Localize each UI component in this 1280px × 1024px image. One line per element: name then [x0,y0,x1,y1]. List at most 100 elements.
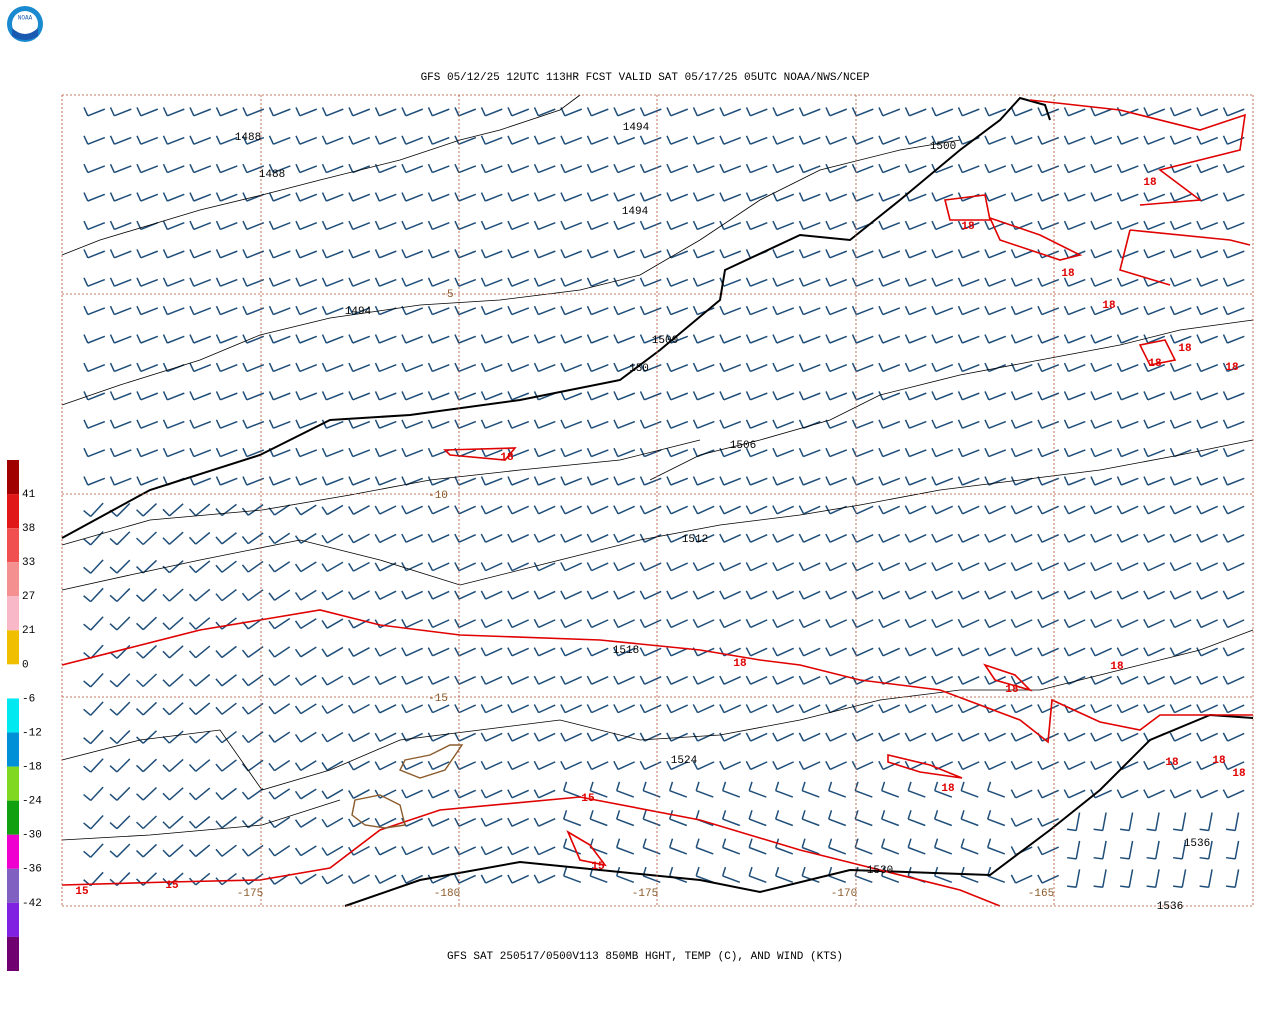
wind-barb [1037,334,1060,344]
wind-barb [401,562,424,572]
wind-barb [321,476,344,486]
wind-barb [878,760,901,771]
wind-barb [586,562,609,572]
wind-barb [907,781,926,798]
colorbar-segment [7,766,19,801]
wind-barb [1037,647,1060,657]
wind-barb [136,362,159,373]
wind-barb [480,533,503,543]
wind-barb [294,561,317,573]
wind-barb [666,533,689,543]
wind-barb [692,220,715,231]
wind-barb [1116,590,1139,600]
wind-barb [1090,249,1113,259]
wind-barb [1196,107,1219,117]
wind-barb [348,874,370,885]
wind-barb [745,447,768,458]
wind-barb [427,334,450,344]
wind-barb [1196,447,1219,458]
wind-barb [984,277,1007,287]
wind-barb [1222,732,1245,742]
wind-barb [189,249,212,259]
wind-barb [1120,812,1134,832]
wind-barb [798,505,821,515]
temp-label: 18 [941,783,955,795]
temp-label: 18 [1212,755,1226,767]
wind-barb [666,618,689,629]
wind-barb [851,590,874,600]
colorbar-label: -30 [22,830,42,842]
wind-barb [162,560,184,574]
wind-barb [1222,220,1245,231]
wind-barb [321,646,344,658]
wind-barb [507,732,530,742]
wind-barb [1090,163,1113,174]
wind-barb [1090,732,1113,742]
wind-barb [348,249,371,259]
wind-barb [1196,277,1219,287]
wind-barb [798,760,821,771]
wind-barb [1222,618,1245,629]
wind-barb [1010,562,1033,572]
wind-barb [427,476,450,486]
colorbar-label: 33 [22,557,35,569]
wind-barb [480,618,503,629]
wind-barb [721,781,741,798]
wind-barb [1010,362,1033,373]
wind-barb [1037,590,1060,600]
wind-barb [904,334,927,344]
wind-barb [189,135,212,145]
wind-barb [798,107,821,117]
wind-barb [136,758,157,773]
wind-barb [215,277,238,287]
wind-barb [1116,447,1139,458]
wind-barb [242,305,265,316]
wind-barb [745,562,768,572]
wind-barb [984,305,1007,316]
wind-barb [268,561,291,573]
wind-barb [83,305,106,316]
wind-barb [878,135,901,145]
wind-barb [109,391,132,401]
wind-barb [533,419,556,429]
wind-barb [215,362,238,373]
height-label: 150 [629,363,649,375]
wind-barb [454,192,477,202]
wind-barb [427,590,450,600]
colorbar-segment [7,868,19,903]
wind-barb [1037,419,1060,429]
wind-barb [533,305,556,316]
wind-barb [1090,789,1113,799]
wind-barb [348,419,371,429]
wind-barb [83,701,104,716]
wind-barb [401,107,424,117]
wind-barb [613,476,636,486]
wind-barb [480,107,503,117]
wind-barb [1010,107,1033,117]
wind-barb [957,249,980,259]
wind-barb [984,476,1007,486]
wind-barb [374,647,397,657]
wind-barb [480,590,503,600]
wind-barb [480,647,503,657]
wind-barb [1173,869,1187,889]
wind-barb [904,305,927,316]
wind-barb [692,675,715,685]
wind-barb [427,305,450,316]
wind-barb [1090,447,1113,458]
wind-barb [907,810,926,827]
wind-barb [666,647,689,657]
wind-barb [772,277,795,287]
wind-barb [1063,362,1086,373]
wind-barb [162,391,185,401]
wind-barb [1199,840,1213,860]
wind-barb [374,419,397,429]
wind-barb [745,419,768,429]
wind-barb [83,362,106,373]
wind-barb [1093,840,1107,860]
wind-barb [562,866,582,884]
wind-barb [1037,362,1060,373]
wind-barb [692,590,715,600]
wind-barb [560,618,583,629]
wind-barb [136,843,157,858]
